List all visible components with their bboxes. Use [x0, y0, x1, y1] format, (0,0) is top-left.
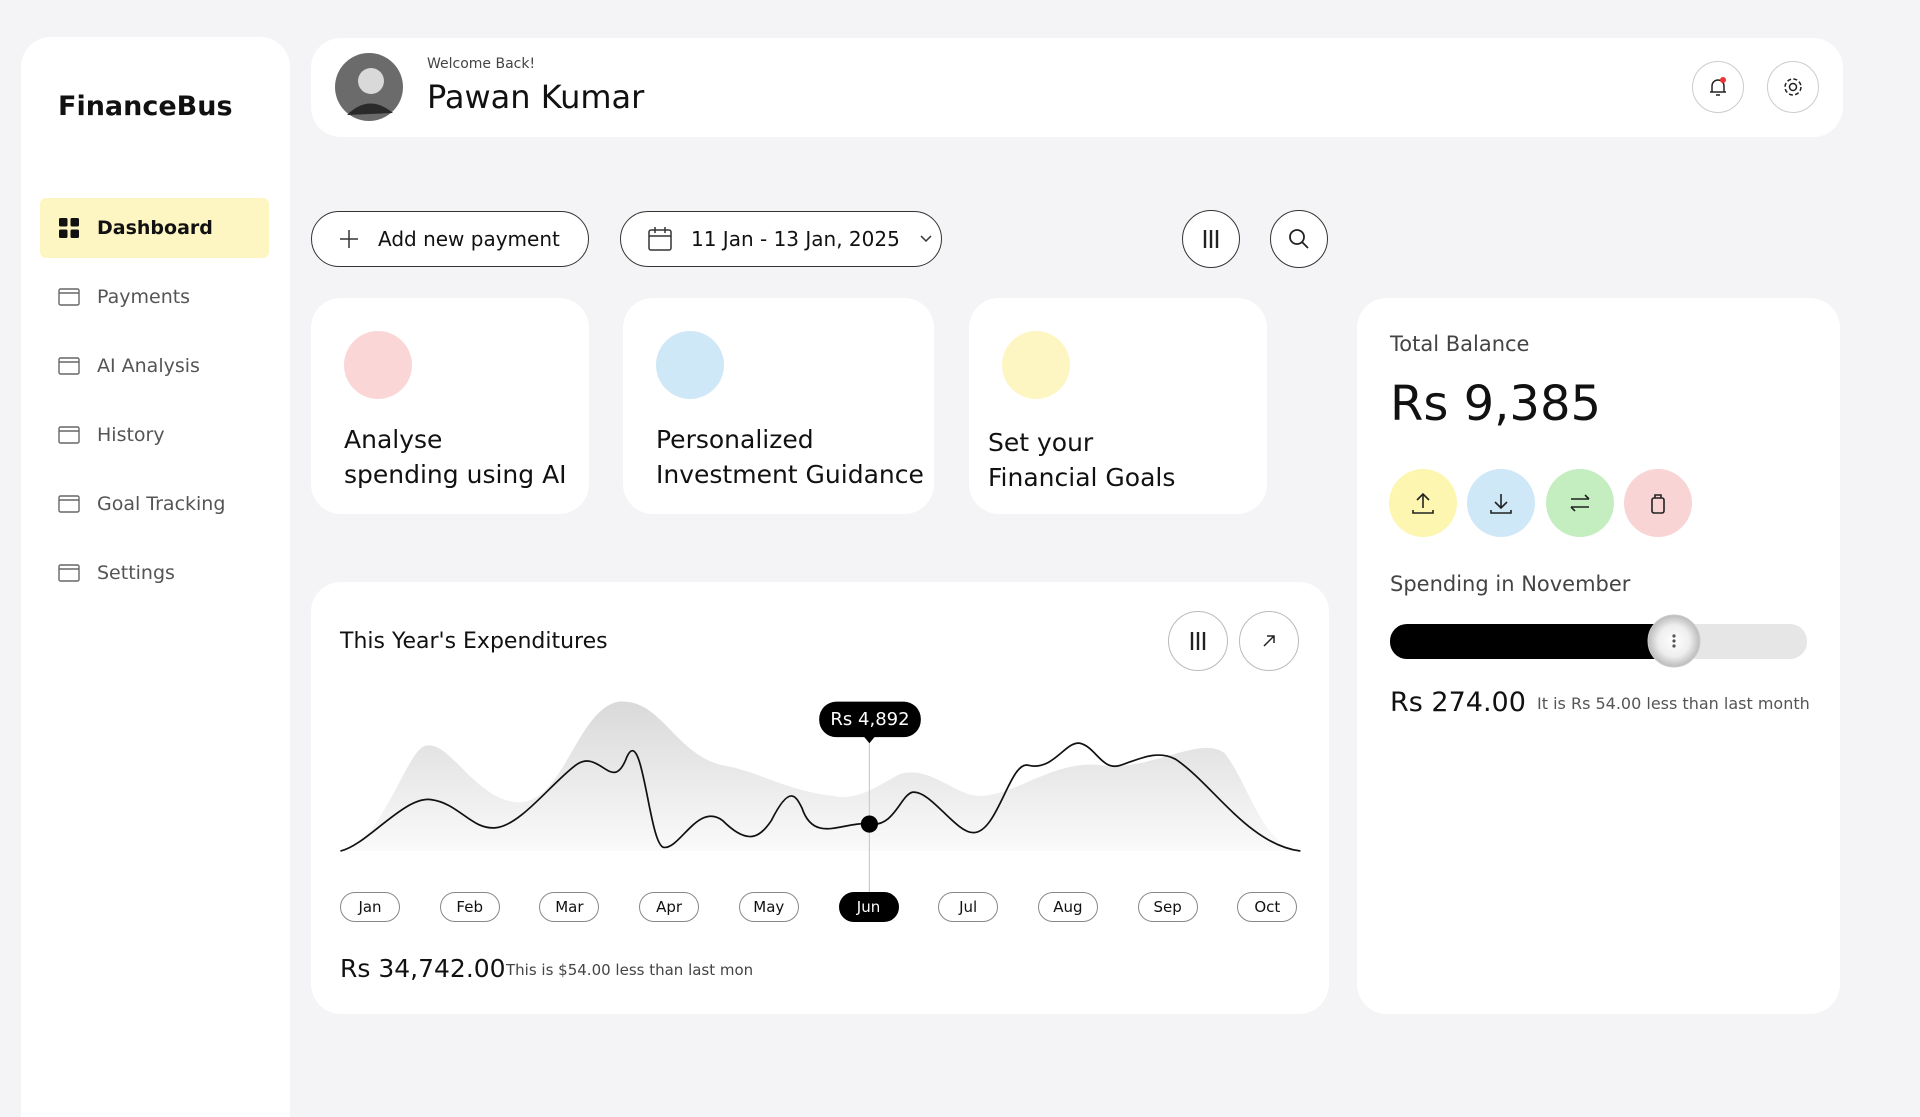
nav-item[interactable]: Goal Tracking	[40, 474, 269, 534]
date-range: 11 Jan - 13 Jan, 2025	[691, 227, 900, 251]
month-pill[interactable]: Feb	[439, 892, 500, 922]
receive-button[interactable]	[1467, 469, 1535, 537]
transfer-button[interactable]	[1546, 469, 1614, 537]
feature-card[interactable]: Personalized Investment Guidance	[623, 298, 934, 514]
send-button[interactable]	[1389, 469, 1457, 537]
feature-card[interactable]: Analyse spending using AI	[311, 298, 589, 514]
page: {"sidebar": {"brand": "FinanceBus", "nav…	[21, 37, 1843, 1117]
expenditures-note: This is $54.00 less than last mon	[506, 961, 754, 979]
nav-item[interactable]: Payments	[40, 267, 269, 327]
spending-amount: Rs 274.00	[1390, 687, 1526, 718]
card-icon	[344, 331, 412, 399]
notifications[interactable]	[1692, 61, 1744, 113]
card-icon	[656, 331, 724, 399]
nav-label: History	[97, 424, 165, 446]
month-pill[interactable]: Apr	[639, 892, 700, 922]
card-title-line: Set your	[988, 428, 1094, 457]
month-pill[interactable]: Jun	[838, 892, 899, 922]
expenditures-card: This Year's Expenditures	[311, 582, 1329, 1014]
nav-label: Dashboard	[97, 217, 213, 239]
add-payment-label: Add new payment	[378, 227, 560, 251]
card-title-line: Investment Guidance	[656, 460, 924, 489]
spending-note: It is Rs 54.00 less than last month	[1537, 694, 1810, 713]
feature-card[interactable]: Set your Financial Goals	[969, 298, 1267, 514]
settings-button[interactable]	[1767, 61, 1819, 113]
header: Welcome Back! Pawan Kumar	[311, 38, 1843, 137]
card-title: Personalized Investment Guidance	[656, 422, 924, 492]
month-pill[interactable]: Jan	[340, 892, 400, 922]
nav-icon	[58, 288, 80, 306]
month-pill[interactable]: Aug	[1037, 892, 1098, 922]
filter-button[interactable]	[1182, 210, 1240, 268]
card-title: Analyse spending using AI	[344, 422, 567, 492]
month-pill[interactable]: Mar	[539, 892, 600, 922]
month-pill[interactable]: Sep	[1137, 892, 1198, 922]
card-title-line: spending using AI	[344, 460, 567, 489]
balance-label: Total Balance	[1390, 332, 1530, 356]
nav-item[interactable]: Dashboard	[40, 198, 269, 258]
add-payment-button[interactable]: Add new payment	[311, 211, 589, 267]
card-title-line: Analyse	[344, 425, 443, 454]
brand: FinanceBus	[58, 91, 233, 122]
month-pill[interactable]: Jul	[938, 892, 999, 922]
balance-amount: Rs 9,385	[1390, 376, 1602, 432]
spending-slider[interactable]	[1385, 614, 1815, 674]
user-name: Pawan Kumar	[427, 78, 645, 116]
search-button[interactable]	[1270, 210, 1328, 268]
shop-button[interactable]	[1624, 469, 1692, 537]
nav-label: AI Analysis	[97, 355, 200, 377]
nav-icon	[59, 218, 79, 238]
month-pill[interactable]: Oct	[1237, 892, 1298, 922]
nav-icon	[58, 357, 80, 375]
nav-label: Goal Tracking	[97, 493, 226, 515]
card-icon	[1002, 331, 1070, 399]
nav-item[interactable]: Settings	[40, 543, 269, 603]
nav-label: Settings	[97, 562, 175, 584]
card-title-line: Personalized	[656, 425, 814, 454]
nav-icon	[58, 564, 80, 582]
nav-item[interactable]: AI Analysis	[40, 336, 269, 396]
date-range-picker[interactable]: 11 Jan - 13 Jan, 2025	[620, 211, 942, 267]
chart-filter-button[interactable]	[1168, 611, 1228, 671]
month-pill[interactable]: May	[738, 892, 799, 922]
card-title-line: Financial Goals	[988, 463, 1176, 492]
nav-label: Payments	[97, 286, 191, 308]
card-title: Set your Financial Goals	[988, 425, 1175, 495]
nav-icon	[58, 426, 80, 444]
expenditures-title: This Year's Expenditures	[340, 629, 608, 654]
welcome: Welcome Back!	[427, 56, 536, 72]
nav-item[interactable]: History	[40, 405, 269, 465]
balance-card: Total Balance Rs 9,385 Spending in Novem…	[1357, 298, 1840, 1014]
chart-tooltip: Rs 4,892	[830, 708, 910, 730]
spending-label: Spending in November	[1390, 572, 1631, 596]
expenditures-total: Rs 34,742.00	[340, 954, 506, 983]
nav-icon	[58, 495, 80, 513]
avatar[interactable]	[335, 53, 403, 121]
expand-button[interactable]	[1239, 611, 1299, 671]
